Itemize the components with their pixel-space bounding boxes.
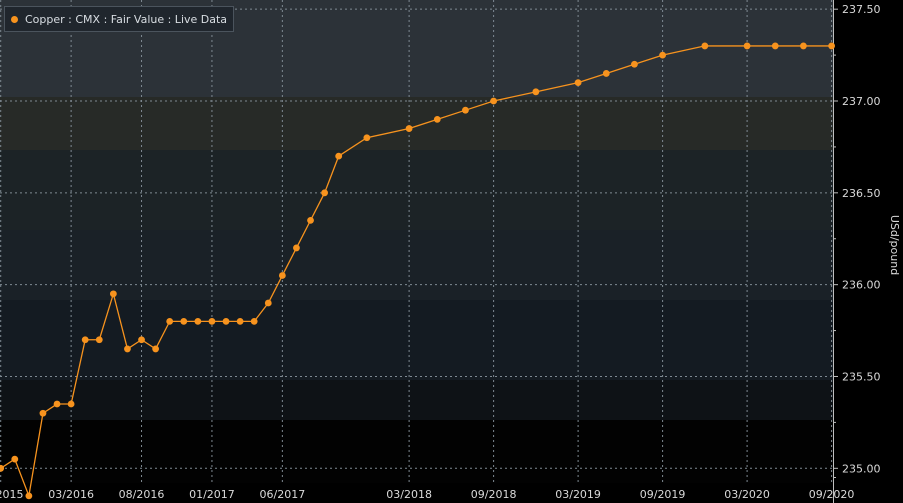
legend-label: Copper : CMX : Fair Value : Live Data — [25, 12, 228, 26]
data-point — [335, 152, 343, 160]
series-line — [0, 45, 832, 499]
data-point — [109, 290, 117, 298]
data-point — [532, 88, 540, 96]
data-point — [53, 400, 61, 408]
legend: Copper : CMX : Fair Value : Live Data — [4, 6, 235, 32]
data-point — [250, 317, 258, 325]
data-point — [124, 345, 131, 353]
data-point — [95, 336, 103, 344]
x-tick-label: 10/2015 — [0, 488, 24, 501]
data-point — [321, 189, 329, 197]
data-point — [659, 51, 666, 59]
data-point — [828, 42, 835, 50]
y-axis: 235.00 235.50 236.00 236.50 237.00 237.50 — [833, 3, 881, 478]
data-point — [11, 455, 19, 463]
y-axis-label: USd/pound — [888, 215, 901, 275]
data-point — [166, 317, 174, 325]
background-band — [0, 380, 833, 420]
x-tick-label: 03/2020 — [724, 488, 770, 501]
data-point — [278, 272, 286, 279]
x-tick-label: 09/2019 — [640, 488, 686, 501]
data-point — [800, 42, 807, 50]
data-point — [433, 115, 441, 123]
y-tick-label: 235.00 — [842, 462, 881, 475]
series-layer — [0, 42, 835, 500]
x-tick-label: 01/2017 — [189, 488, 235, 501]
data-point — [152, 345, 160, 353]
x-tick-label: 03/2019 — [555, 488, 601, 501]
legend-marker-icon — [11, 15, 18, 23]
y-tick-label: 237.50 — [842, 3, 881, 16]
data-point — [490, 97, 498, 105]
x-tick-label: 06/2017 — [260, 488, 306, 501]
data-point — [631, 60, 638, 68]
x-tick-label: 09/2020 — [809, 488, 855, 501]
data-point — [771, 42, 779, 50]
data-point — [39, 409, 47, 417]
y-tick-label: 236.00 — [842, 279, 881, 292]
data-point — [701, 42, 709, 50]
data-point — [194, 317, 202, 325]
data-point — [0, 464, 5, 472]
y-tick-label: 237.00 — [842, 95, 881, 108]
background-band — [0, 230, 833, 300]
x-tick-label: 03/2018 — [386, 488, 432, 501]
background-band — [0, 97, 833, 150]
data-point — [307, 216, 314, 224]
data-point — [208, 317, 216, 325]
data-point — [574, 79, 582, 87]
background-bands — [0, 0, 833, 483]
data-point — [264, 299, 272, 307]
data-point — [405, 125, 413, 132]
data-point — [293, 244, 300, 252]
background-band — [0, 420, 833, 483]
background-band — [0, 150, 833, 230]
y-tick-label: 236.50 — [842, 187, 881, 200]
data-point — [363, 134, 371, 142]
data-point — [602, 70, 610, 77]
x-tick-label: 09/2018 — [471, 488, 517, 501]
data-point — [180, 317, 188, 325]
x-axis: 10/2015 03/2016 08/2016 01/2017 06/2017 03/20… — [0, 488, 854, 501]
data-point — [462, 106, 469, 114]
data-point — [138, 336, 145, 344]
data-point — [67, 400, 75, 408]
data-point — [25, 492, 33, 500]
y-tick-label: 235.50 — [842, 370, 881, 383]
x-tick-label: 03/2016 — [48, 488, 94, 501]
data-point — [81, 336, 89, 344]
data-point — [222, 317, 230, 325]
data-point — [743, 42, 751, 50]
x-tick-label: 08/2016 — [119, 488, 165, 501]
data-point — [236, 317, 244, 325]
